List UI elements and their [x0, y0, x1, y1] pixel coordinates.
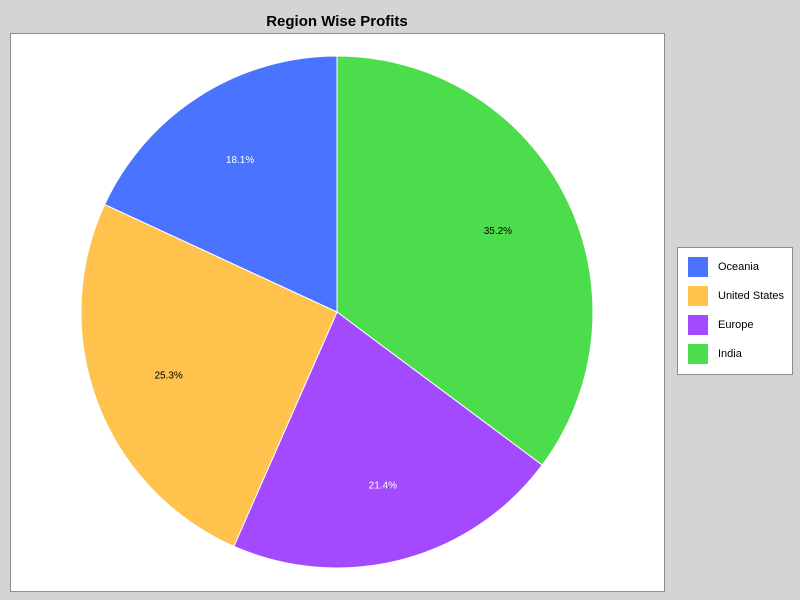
legend-label: Oceania — [718, 261, 759, 273]
slice-label-india: 35.2% — [484, 226, 512, 237]
legend-item-india: India — [678, 344, 792, 364]
legend: Oceania United States Europe India — [677, 247, 793, 375]
legend-label: United States — [718, 290, 785, 302]
slice-label-united-states: 25.3% — [154, 370, 182, 381]
chart-title: Region Wise Profits — [266, 13, 408, 30]
pie-slice-oceania — [104, 55, 338, 313]
legend-item-united-states: United States — [678, 286, 792, 306]
legend-label: India — [718, 348, 742, 360]
pie-chart: 35.2% 21.4% 25.3% 18.1% — [80, 55, 594, 569]
legend-swatch — [688, 286, 708, 306]
plot-area: 35.2% 21.4% 25.3% 18.1% — [10, 33, 665, 592]
legend-item-oceania: Oceania — [678, 257, 792, 277]
pie-slice-india — [336, 55, 594, 466]
pie-slice-europe — [233, 311, 543, 569]
legend-item-europe: Europe — [678, 315, 792, 335]
slice-label-europe: 21.4% — [369, 481, 397, 492]
legend-label: Europe — [718, 319, 754, 331]
pie-slice-united-states — [80, 203, 338, 547]
slice-label-oceania: 18.1% — [226, 155, 254, 166]
legend-swatch — [688, 315, 708, 335]
legend-swatch — [688, 257, 708, 277]
legend-swatch — [688, 344, 708, 364]
